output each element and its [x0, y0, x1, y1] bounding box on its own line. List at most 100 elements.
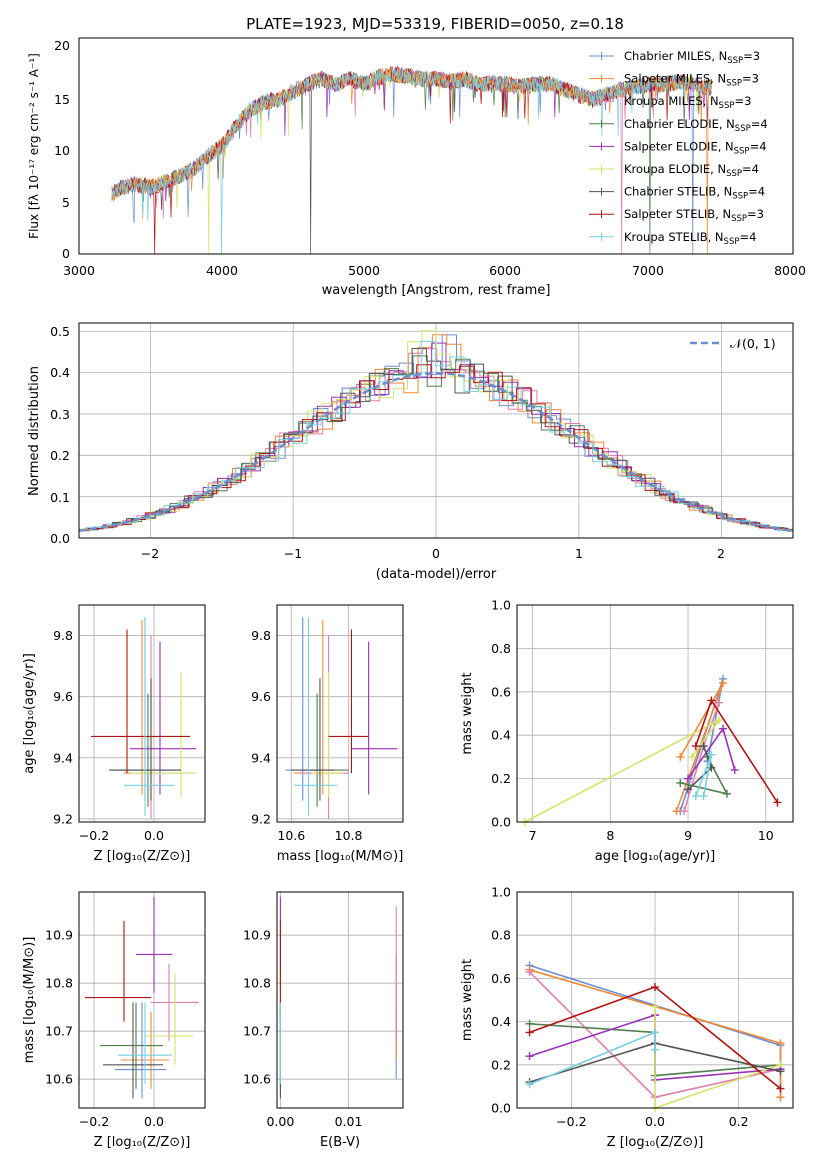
spectrum-model-line: [111, 67, 712, 255]
point-marker: [676, 778, 685, 787]
y-tick-label: 10.9: [45, 928, 73, 943]
y-tick-label: 0.0: [491, 1101, 511, 1116]
spectrum-panel: PLATE=1923, MJD=53319, FIBERID=0050, z=0…: [27, 15, 806, 298]
x-tick-label: 7: [529, 828, 537, 843]
y-tick-label: 0.6: [491, 684, 511, 699]
normal-curve: [78, 371, 794, 533]
y-tick-label: 10.8: [45, 976, 73, 991]
point-marker: [722, 789, 731, 798]
x-axis-label: age [log₁₀(age/yr)]: [595, 849, 716, 864]
spec-ytick: 20: [54, 38, 70, 53]
point-marker: [525, 1052, 534, 1061]
x-tick-label: 0.0: [144, 1114, 164, 1129]
res-ytick: 0.4: [50, 365, 70, 380]
y-axis-label: mass weight: [460, 672, 475, 754]
y-tick-label: 9.2: [53, 811, 73, 826]
panel-frame: [78, 891, 206, 1109]
legend-label: Salpeter STELIB, NSSP=3: [624, 207, 764, 224]
y-tick-label: 10.7: [243, 1024, 271, 1039]
point-marker: [651, 1045, 659, 1054]
point-marker: [691, 791, 700, 800]
y-tick-label: 0.8: [491, 928, 511, 943]
point-marker: [691, 742, 700, 751]
res-ytick: 0.1: [50, 490, 70, 505]
res-xtick: 0: [432, 546, 440, 561]
legend-label: Kroupa ELODIE, NSSP=4: [624, 162, 759, 179]
spec-xtick: 6000: [489, 263, 521, 278]
y-tick-label: 0.4: [491, 728, 511, 743]
x-tick-label: 10.8: [335, 828, 363, 843]
point-marker: [525, 1019, 534, 1028]
legend-label: Salpeter ELODIE, NSSP=4: [624, 139, 767, 156]
x-axis-label: mass [log₁₀(M/M⊙)]: [277, 849, 404, 864]
spectrum-x-ticks: 3000 4000 5000 6000 7000 8000: [63, 263, 806, 278]
y-tick-label: 0.2: [491, 1057, 511, 1072]
legend-label: Chabrier ELODIE, NSSP=4: [624, 117, 768, 134]
spec-ytick: 15: [54, 92, 70, 107]
spectrum-y-ticks: 0 5 10 15 20: [54, 38, 70, 261]
panel-mw_age: 7 8 9 10 0.0 0.2 0.4 0.6 0.8 1.0 age [log₁₀(age/yr…: [460, 598, 794, 864]
y-tick-label: 9.8: [53, 628, 73, 643]
x-tick-label: −0.2: [556, 1114, 586, 1129]
res-xtick: −1: [284, 546, 302, 561]
point-marker: [651, 983, 659, 992]
res-xtick: −2: [141, 546, 159, 561]
x-tick-label: 0.2: [729, 1114, 749, 1129]
res-ytick: 0.3: [50, 407, 70, 422]
point-marker: [651, 1028, 659, 1037]
point-marker: [651, 1002, 659, 1011]
panel-mass_ebv: 0.00 0.01 10.6 10.7 10.8 10.9 E(B-V): [243, 891, 404, 1150]
y-axis-label: mass [log₁₀(M/M⊙)]: [22, 937, 37, 1064]
point-marker: [699, 791, 708, 800]
panel-mass_z: −0.2 0.0 10.6 10.7 10.8 10.9 Z [log₁₀(Z/Z⊙)] ma…: [22, 891, 206, 1150]
point-marker: [707, 696, 716, 705]
point-marker: [707, 750, 716, 759]
panel-frame: [78, 604, 206, 823]
point-marker: [680, 807, 689, 816]
x-tick-label: 0.01: [335, 1114, 363, 1129]
y-tick-label: 10.6: [45, 1072, 73, 1087]
x-tick-label: 0.0: [645, 1114, 665, 1129]
x-tick-label: 0.0: [144, 828, 164, 843]
x-tick-label: 10: [758, 828, 774, 843]
y-axis-label: age [log₁₀(age/yr)]: [22, 653, 37, 774]
point-marker: [776, 1067, 785, 1076]
res-xtick: 2: [717, 546, 725, 561]
y-tick-label: 9.2: [251, 811, 271, 826]
x-tick-label: 10.6: [277, 828, 305, 843]
x-axis-label: Z [log₁₀(Z/Z⊙)]: [607, 1135, 704, 1150]
point-marker: [776, 1039, 785, 1048]
point-marker: [684, 774, 693, 783]
point-marker: [773, 798, 782, 807]
y-tick-label: 0.8: [491, 641, 511, 656]
legend-label: Chabrier MILES, NSSP=3: [624, 49, 760, 66]
residual-plot-area: [78, 323, 794, 538]
y-tick-label: 0.6: [491, 971, 511, 986]
residual-frame: [78, 322, 794, 539]
point-marker: [525, 1028, 534, 1037]
y-tick-label: 10.6: [243, 1072, 271, 1087]
y-tick-label: 10.9: [243, 928, 271, 943]
spec-ytick: 5: [62, 195, 70, 210]
y-tick-label: 1.0: [491, 885, 511, 900]
y-tick-label: 9.4: [53, 750, 73, 765]
spec-xtick: 3000: [63, 263, 95, 278]
x-tick-label: 0.00: [266, 1114, 294, 1129]
point-marker: [715, 698, 724, 707]
residual-y-ticks: 0.0 0.1 0.2 0.3 0.4 0.5: [50, 324, 70, 546]
y-axis-label: mass weight: [460, 959, 475, 1041]
point-marker: [776, 1093, 785, 1102]
spec-xtick: 8000: [774, 263, 806, 278]
point-marker: [525, 967, 534, 976]
point-marker: [719, 679, 728, 688]
res-xtick: 1: [575, 546, 583, 561]
res-ytick: 0.0: [50, 531, 70, 546]
x-axis-label: Z [log₁₀(Z/Z⊙)]: [94, 1135, 191, 1150]
y-tick-label: 9.4: [251, 750, 271, 765]
res-ytick: 0.5: [50, 324, 70, 339]
spectrum-plot-area: [111, 65, 712, 255]
panel-frame: [276, 891, 404, 1109]
panel-age_mass: 10.6 10.8 9.2 9.4 9.6 9.8 mass [log₁₀(M/M⊙)]: [251, 604, 404, 864]
y-tick-label: 10.8: [243, 976, 271, 991]
